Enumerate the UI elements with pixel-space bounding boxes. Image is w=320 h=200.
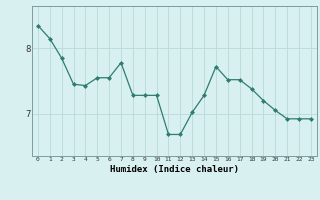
X-axis label: Humidex (Indice chaleur): Humidex (Indice chaleur) [110, 165, 239, 174]
